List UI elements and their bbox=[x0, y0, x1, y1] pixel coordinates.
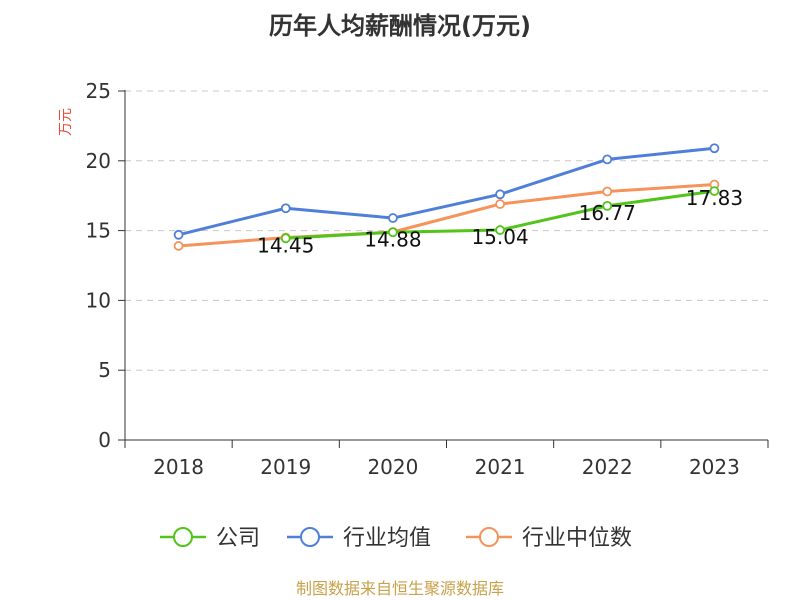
data-labels: 14.45 14.88 15.04 16.77 17.83 bbox=[257, 186, 743, 257]
data-label: 14.45 bbox=[257, 233, 314, 257]
series-line bbox=[178, 146, 715, 237]
legend-marker bbox=[479, 527, 499, 547]
data-point bbox=[388, 227, 398, 238]
data-point bbox=[495, 225, 505, 235]
data-point bbox=[280, 203, 291, 214]
data-point bbox=[280, 233, 291, 244]
data-label: 14.88 bbox=[364, 227, 421, 251]
data-point bbox=[709, 186, 720, 196]
x-tick-label: 2023 bbox=[689, 455, 740, 479]
data-point bbox=[388, 213, 398, 223]
data-label: 16.77 bbox=[579, 201, 636, 225]
legend-label: 行业中位数 bbox=[522, 526, 632, 551]
data-label: 15.04 bbox=[471, 225, 528, 249]
y-tick-label: 15 bbox=[86, 219, 111, 243]
y-tick-label: 5 bbox=[98, 358, 111, 382]
data-label: 17.83 bbox=[686, 186, 743, 210]
source-note: 制图数据来自恒生聚源数据库 bbox=[296, 579, 504, 598]
data-point bbox=[173, 229, 184, 240]
data-point bbox=[602, 154, 613, 165]
data-point bbox=[602, 200, 613, 211]
series-line bbox=[178, 183, 715, 248]
x-tick-label: 2018 bbox=[153, 455, 204, 479]
y-tick-labels: 0 5 10 15 20 25 bbox=[86, 79, 111, 452]
data-point bbox=[495, 199, 505, 209]
data-point bbox=[173, 241, 184, 251]
data-point bbox=[602, 186, 613, 197]
legend-label: 公司 bbox=[216, 526, 260, 551]
series-lines bbox=[173, 143, 720, 251]
x-tick-labels: 2018 2019 2020 2021 2022 2023 bbox=[153, 455, 740, 479]
data-point bbox=[709, 143, 720, 154]
y-tick-label: 0 bbox=[98, 428, 111, 452]
x-tick-label: 2021 bbox=[475, 455, 526, 479]
legend-marker bbox=[173, 527, 193, 547]
y-tick-label: 20 bbox=[86, 149, 111, 173]
x-tick-label: 2022 bbox=[582, 455, 633, 479]
x-tick-label: 2019 bbox=[260, 455, 311, 479]
y-tick-label: 25 bbox=[86, 79, 111, 103]
legend-label: 行业均值 bbox=[343, 526, 431, 551]
data-point bbox=[495, 189, 505, 200]
x-tick-label: 2020 bbox=[367, 455, 418, 479]
y-axis-label: 万元 bbox=[58, 108, 74, 136]
legend-marker bbox=[300, 527, 320, 547]
chart-title: 历年人均薪酬情况(万元) bbox=[269, 12, 531, 40]
legend: 公司 行业均值 行业中位数 bbox=[160, 526, 632, 551]
y-tick-label: 10 bbox=[86, 288, 111, 312]
axes bbox=[118, 90, 769, 448]
